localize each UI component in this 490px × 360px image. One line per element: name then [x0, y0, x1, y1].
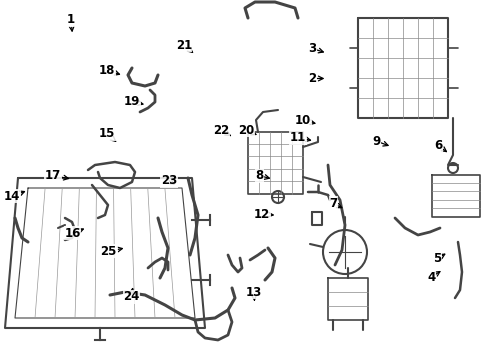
Text: 24: 24: [123, 288, 140, 303]
Text: 9: 9: [372, 135, 388, 148]
Text: 11: 11: [290, 131, 311, 144]
Text: 13: 13: [245, 286, 262, 300]
Text: 22: 22: [213, 124, 230, 137]
Text: 23: 23: [161, 174, 177, 187]
Text: 10: 10: [294, 114, 315, 127]
Text: 15: 15: [98, 127, 116, 141]
Text: 1: 1: [67, 13, 75, 31]
Text: 12: 12: [254, 208, 273, 221]
Text: 17: 17: [45, 169, 69, 182]
Text: 16: 16: [64, 227, 83, 240]
Text: 21: 21: [175, 39, 193, 53]
Text: 14: 14: [4, 190, 24, 203]
Text: 18: 18: [98, 64, 120, 77]
Text: 5: 5: [434, 252, 445, 265]
Text: 25: 25: [100, 245, 122, 258]
Text: 8: 8: [256, 169, 270, 182]
Text: 3: 3: [309, 42, 323, 55]
Text: 2: 2: [309, 72, 323, 85]
Text: 20: 20: [238, 124, 256, 137]
Text: 7: 7: [329, 197, 342, 210]
Text: 19: 19: [124, 95, 143, 108]
Text: 4: 4: [427, 271, 440, 284]
Text: 6: 6: [435, 139, 446, 152]
